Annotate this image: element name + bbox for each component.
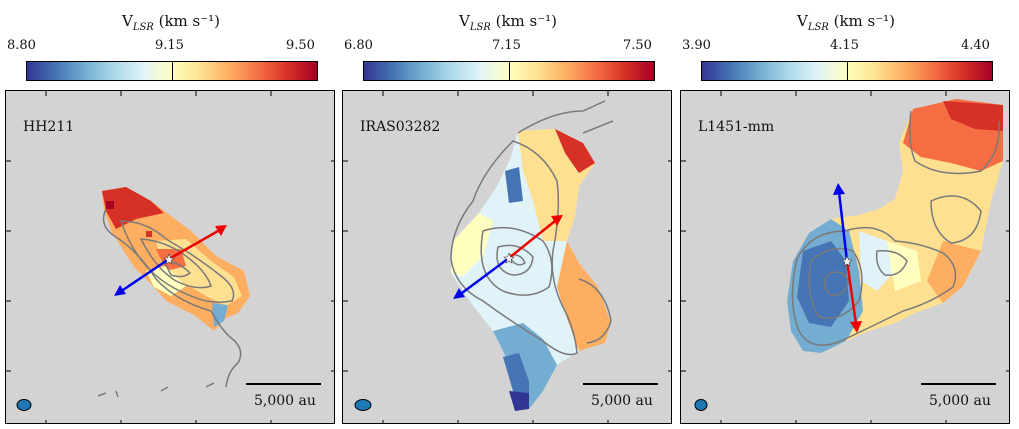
colorbar-min-label: 6.80 [344,38,373,53]
colorbar-mid-label: 7.15 [492,38,521,53]
colorbar-max-label: 7.50 [623,38,652,53]
panel-hh211: VLSR (km s⁻¹) 8.80 9.15 9.50 [5,0,337,429]
axis-ticks [681,91,1009,423]
colorbar-max-label: 4.40 [961,38,990,53]
colorbar-min-label: 3.90 [682,38,711,53]
scale-bar-label: 5,000 au [591,393,653,409]
colorbar-mid-label: 4.15 [830,38,859,53]
source-name: HH211 [23,119,75,135]
intensity-contours [450,100,614,356]
colorbar-mid-label: 9.15 [155,38,184,53]
beam-ellipse [354,399,372,411]
colorbar-title: VLSR (km s⁻¹) [796,12,896,33]
panel-iras03282: VLSR (km s⁻¹) 6.80 7.15 7.50 [342,0,674,429]
axis-ticks [6,91,334,423]
emission-map [451,129,611,411]
velocity-map: IRAS03282 5,000 au [342,90,672,424]
colorbar-max-label: 9.50 [286,38,315,53]
scale-bar [583,383,658,385]
protostar-marker [163,253,175,265]
colorbar-title: VLSR (km s⁻¹) [121,12,221,33]
colorbar [26,61,318,81]
velocity-map: L1451-mm 5,000 au [680,90,1010,424]
panel-l1451-mm: VLSR (km s⁻¹) 3.90 4.15 4.40 [680,0,1012,429]
scale-bar [921,383,996,385]
colorbar-mid-tick [172,62,173,80]
colorbar-mid-tick [847,62,848,80]
velocity-map: HH211 5,000 au [5,90,335,424]
outflow-arrows [833,183,862,333]
colorbar [363,61,655,81]
beam-ellipse [694,399,708,411]
velocity-map-plot [343,91,671,423]
velocity-map-plot [681,91,1009,423]
colorbar-mid-tick [509,62,510,80]
protostar-marker [503,252,515,264]
beam-ellipse [16,399,32,411]
outflow-arrows [453,215,563,299]
scale-bar-label: 5,000 au [254,393,316,409]
protostar-marker [841,255,853,267]
intensity-contours [791,110,1000,346]
emission-map [102,187,250,331]
colorbar-title: VLSR (km s⁻¹) [458,12,558,33]
scale-bar-label: 5,000 au [929,393,991,409]
outflow-arrows [114,225,227,296]
colorbar-min-label: 8.80 [7,38,36,53]
colorbar [701,61,993,81]
scale-bar [246,383,321,385]
source-name: L1451-mm [698,119,775,135]
source-name: IRAS03282 [360,119,441,135]
intensity-contours [97,208,242,398]
axis-ticks [343,91,671,423]
velocity-map-plot [6,91,334,423]
